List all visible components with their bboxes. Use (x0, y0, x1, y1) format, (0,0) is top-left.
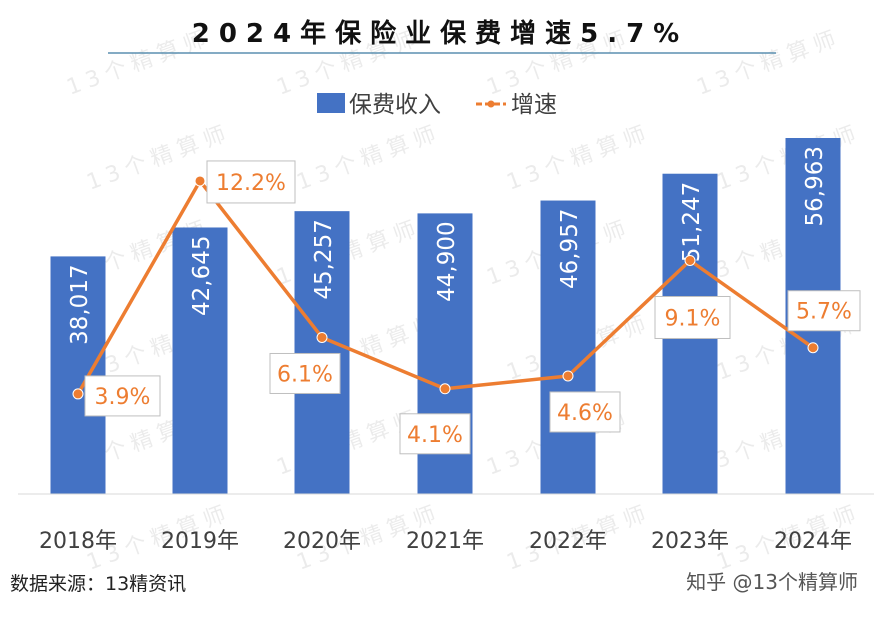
growth-point (684, 254, 696, 266)
legend: 保费收入 增速 (317, 92, 557, 118)
watermark: 13个精算师 (694, 25, 845, 100)
data-label-box (269, 352, 341, 394)
growth-point (194, 175, 206, 187)
growth-point (562, 370, 574, 382)
growth-data-label: 6.1% (277, 362, 333, 387)
bar-value-label: 38,017 (67, 264, 93, 344)
bar-value-label: 45,257 (311, 219, 337, 299)
source-note: 数据来源：13精资讯 (10, 573, 186, 595)
x-tick-label: 2021年 (406, 529, 484, 554)
data-label-box (206, 160, 296, 204)
x-tick-label: 2018年 (39, 529, 117, 554)
growth-data-label: 12.2% (216, 171, 286, 196)
growth-data-label: 4.1% (407, 423, 463, 448)
x-tick-label: 2024年 (774, 529, 852, 554)
watermark: 13个精算师 (294, 120, 445, 195)
legend-bar-label: 保费收入 (349, 92, 441, 118)
growth-point (439, 383, 451, 395)
growth-point (316, 331, 328, 343)
data-label-box (654, 295, 731, 339)
watermark: 13个精算师 (504, 120, 655, 195)
bar (294, 211, 350, 495)
legend-line-marker (487, 100, 495, 108)
growth-data-label: 9.1% (665, 306, 721, 331)
bar-value-label: 44,900 (434, 221, 460, 301)
growth-data-label: 5.7% (796, 300, 852, 325)
growth-data-label: 4.6% (557, 401, 613, 426)
bar (540, 200, 596, 494)
chart-title: 2024年保险业保费增速5.7% (192, 18, 688, 49)
x-tick-label: 2022年 (529, 529, 607, 554)
bar-value-label: 46,957 (557, 209, 583, 289)
x-tick-label: 2020年 (283, 529, 361, 554)
legend-line-label: 增速 (511, 92, 557, 118)
data-label-box (399, 413, 471, 455)
bar (172, 227, 228, 494)
bar-value-label: 56,963 (802, 146, 828, 226)
growth-point (72, 388, 84, 400)
x-tick-label: 2019年 (161, 529, 239, 554)
bar (50, 256, 106, 494)
credit: 知乎 @13个精算师 (686, 570, 858, 594)
growth-point (807, 342, 819, 354)
data-label-box (549, 391, 621, 433)
growth-data-label: 3.9% (95, 385, 151, 410)
bar-value-label: 42,645 (189, 235, 215, 315)
legend-bar-swatch (317, 93, 345, 113)
data-label-box (787, 290, 861, 332)
bar-value-label: 51,247 (679, 182, 705, 262)
data-label-box (84, 375, 161, 417)
x-tick-label: 2023年 (651, 529, 729, 554)
